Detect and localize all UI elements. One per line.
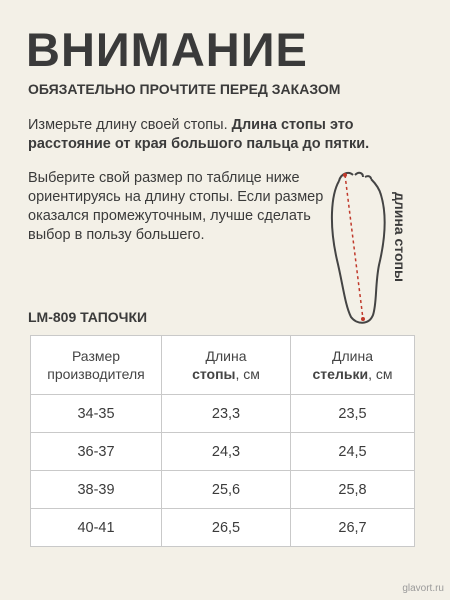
- table-cell: 24,3: [161, 432, 291, 471]
- table-row: 34-35 23,3 23,5: [30, 394, 415, 433]
- size-table: Размер производителя Длина стопы, см Длин…: [30, 335, 415, 547]
- table-row: 36-37 24,3 24,5: [30, 432, 415, 471]
- table-cell: 26,7: [290, 508, 415, 547]
- table-cell: 26,5: [161, 508, 291, 547]
- header-cell: Длина стельки, см: [290, 335, 415, 395]
- header-bold: стопы: [192, 366, 236, 382]
- title: ВНИМАНИЕ: [26, 23, 308, 76]
- table-row: 40-41 26,5 26,7: [30, 508, 415, 547]
- table-cell: 25,6: [161, 470, 291, 509]
- table-cell: 40-41: [30, 508, 162, 547]
- header-unit: , см: [368, 366, 393, 382]
- foot-label: длина стопы: [392, 192, 408, 282]
- table-body: 34-35 23,3 23,5 36-37 24,3 24,5 38-39 25,6 25,8 4…: [30, 394, 415, 547]
- table-cell: 23,3: [161, 394, 291, 433]
- intro-bold: Длина стопы это расстояние от края больш…: [28, 117, 370, 152]
- header-cell: Размер производителя: [30, 335, 162, 395]
- header-text: Размер производителя: [47, 348, 145, 382]
- header-text: Длина: [205, 348, 247, 364]
- table-cell: 24,5: [290, 432, 415, 471]
- table-cell: 38-39: [30, 470, 162, 509]
- header-unit: , см: [235, 366, 260, 382]
- watermark: glavort.ru: [402, 583, 444, 594]
- advice: Выберите свой размер по таблице ниже ори…: [28, 170, 324, 243]
- header-bold: стельки: [312, 366, 369, 382]
- table-cell: 34-35: [30, 394, 162, 433]
- foot-drawing: [330, 171, 386, 324]
- header-cell: Длина стопы, см: [161, 335, 291, 395]
- table-cell: 36-37: [30, 432, 162, 471]
- table-cell: 23,5: [290, 394, 415, 433]
- header-text: Длина: [332, 348, 373, 364]
- table-title: LM-809 ТАПОЧКИ: [28, 309, 148, 325]
- intro: Измерьте длину своей стопы. Длина стопы …: [28, 116, 428, 154]
- intro-text: Измерьте длину своей стопы.: [28, 117, 228, 133]
- header-row: Размер производителя Длина стопы, см Длин…: [30, 335, 415, 395]
- subtitle: ОБЯЗАТЕЛЬНО ПРОЧТИТЕ ПЕРЕД ЗАКАЗОМ: [28, 81, 341, 97]
- table-row: 38-39 25,6 25,8: [30, 470, 415, 509]
- table-cell: 25,8: [290, 470, 415, 509]
